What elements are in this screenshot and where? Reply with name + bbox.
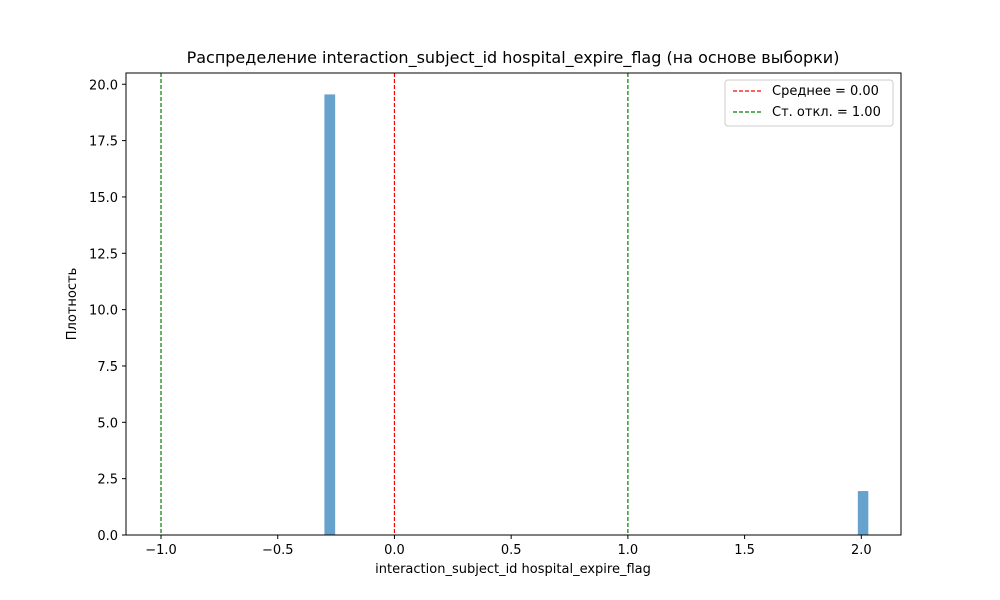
x-tick-label: 0.5 [501, 543, 522, 558]
x-tick-label: 2.0 [851, 543, 872, 558]
y-tick-label: 15.0 [89, 191, 118, 206]
y-tick-label: 0.0 [97, 529, 118, 544]
legend: Среднее = 0.00 Ст. откл. = 1.00 [724, 79, 894, 127]
y-tick-label: 2.5 [97, 473, 118, 488]
x-tick-label: 0.0 [384, 543, 405, 558]
plot-frame [125, 72, 902, 536]
y-axis-label: Плотность [65, 268, 80, 340]
x-tick-label: −1.0 [145, 543, 177, 558]
histogram-bar-1 [324, 94, 336, 535]
x-tick-label: 1.0 [618, 543, 639, 558]
chart-title: Распределение interaction_subject_id hos… [187, 48, 840, 68]
y-tick-label: 20.0 [89, 78, 118, 93]
legend-mean-label: Среднее = 0.00 [772, 84, 879, 99]
histogram-bar-2 [857, 491, 869, 535]
bars-layer [324, 94, 869, 535]
y-tick-label: 5.0 [97, 416, 118, 431]
y-tick-label: 17.5 [89, 135, 118, 150]
legend-std-label: Ст. откл. = 1.00 [772, 105, 881, 120]
y-tick-label: 12.5 [89, 247, 118, 262]
y-axis: 0.0 2.5 5.0 7.5 10.0 12.5 15.0 17.5 20.0 [89, 78, 126, 544]
y-tick-label: 10.0 [89, 304, 118, 319]
x-tick-label: 1.5 [734, 543, 755, 558]
y-tick-label: 7.5 [97, 360, 118, 375]
reference-lines-layer [160, 73, 629, 535]
legend-frame [724, 79, 894, 127]
x-axis: −1.0 −0.5 0.0 0.5 1.0 1.5 2.0 [145, 535, 872, 558]
x-tick-label: −0.5 [262, 543, 294, 558]
x-axis-label: interaction_subject_id hospital_expire_f… [375, 562, 651, 577]
